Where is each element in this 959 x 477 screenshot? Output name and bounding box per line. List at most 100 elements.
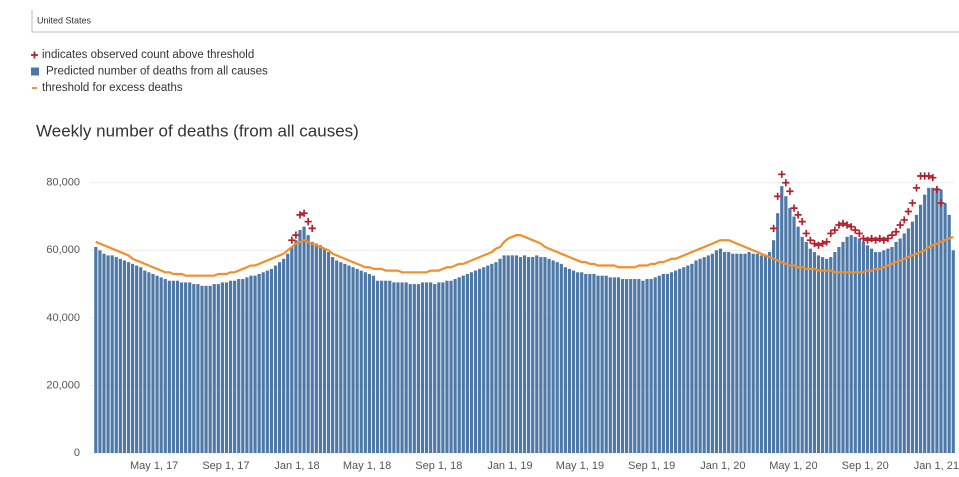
bar [563, 267, 567, 453]
y-tick-label: 0 [74, 447, 80, 459]
bar [306, 235, 310, 453]
bar [449, 280, 453, 453]
bar [555, 262, 559, 453]
bar [853, 236, 857, 453]
bar [812, 252, 817, 453]
bar [416, 284, 420, 453]
plus-marker [839, 219, 847, 227]
plus-marker [884, 234, 892, 243]
bar [380, 280, 384, 453]
bar [649, 279, 653, 453]
bar [102, 253, 106, 453]
bar [294, 240, 298, 453]
bar [437, 282, 441, 453]
plus-marker [308, 224, 316, 232]
bar [800, 236, 804, 453]
bar [486, 265, 490, 453]
bar [531, 257, 535, 453]
bar [126, 262, 131, 453]
bar [723, 252, 727, 453]
bar [518, 257, 523, 453]
bar [110, 255, 114, 453]
bar [261, 272, 265, 453]
plus-marker [904, 207, 912, 216]
bar [514, 255, 518, 453]
bar [494, 262, 498, 453]
bar [527, 257, 531, 453]
bar [612, 277, 616, 453]
bar [616, 277, 621, 453]
bar [849, 235, 853, 453]
bar [453, 279, 457, 453]
plus-marker [802, 229, 810, 238]
bar [898, 238, 902, 453]
x-tick-label: Jan 1, 19 [487, 460, 532, 472]
y-tick-label: 60,000 [46, 244, 80, 256]
bar [359, 270, 363, 453]
legend-label: indicates observed count above threshold [42, 49, 254, 61]
plus-marker [888, 231, 896, 239]
bar [273, 265, 278, 453]
bar [196, 284, 200, 453]
bar [343, 263, 347, 453]
bar [290, 246, 294, 453]
bar [735, 253, 739, 453]
bar [433, 284, 437, 453]
x-tick-label: May 1, 19 [556, 460, 604, 472]
bar [363, 272, 367, 453]
x-tick-label: May 1, 17 [130, 460, 178, 472]
bar [739, 253, 743, 453]
plus-marker [880, 236, 888, 244]
bar [465, 273, 469, 453]
x-tick-label: Jan 1, 21 [914, 460, 959, 472]
x-tick-label: Jan 1, 18 [274, 460, 319, 472]
bar [825, 258, 829, 453]
bar [743, 253, 747, 453]
bar [249, 275, 253, 453]
bar [388, 280, 392, 453]
bar [947, 214, 951, 453]
bar [865, 245, 870, 453]
plus-marker [814, 241, 823, 249]
bar [576, 272, 580, 453]
bar [772, 240, 776, 453]
bar [298, 230, 302, 453]
bar [135, 265, 139, 453]
bar [890, 246, 894, 453]
bar [690, 263, 694, 453]
legend-symbol [31, 51, 38, 59]
plus-marker [300, 209, 308, 217]
plus-marker [774, 192, 782, 200]
plus-marker [794, 211, 802, 219]
bar [143, 270, 147, 453]
bar [347, 265, 351, 453]
bar [661, 273, 665, 453]
filter-label[interactable]: United States [37, 15, 92, 25]
bar [776, 213, 780, 453]
bar [355, 268, 359, 453]
plus-marker [843, 221, 851, 229]
plus-marker [900, 216, 908, 224]
bar [400, 282, 404, 453]
plus-marker [863, 236, 872, 244]
bar [171, 280, 176, 453]
plus-marker [835, 221, 843, 229]
bar [408, 284, 412, 453]
plus-marker [778, 170, 786, 178]
bar [384, 280, 388, 453]
bar [253, 275, 257, 453]
bar [318, 245, 322, 453]
plus-marker [872, 236, 880, 244]
bar [833, 252, 837, 453]
bar [404, 282, 408, 453]
bar [461, 275, 465, 453]
bar [286, 253, 290, 453]
bar [510, 255, 514, 453]
bar [567, 268, 572, 453]
plus-marker [288, 236, 296, 244]
x-tick-label: Sep 1, 18 [415, 460, 462, 472]
plus-marker [855, 229, 863, 238]
bar [755, 253, 759, 453]
bar [788, 208, 792, 453]
plus-marker [925, 172, 933, 180]
